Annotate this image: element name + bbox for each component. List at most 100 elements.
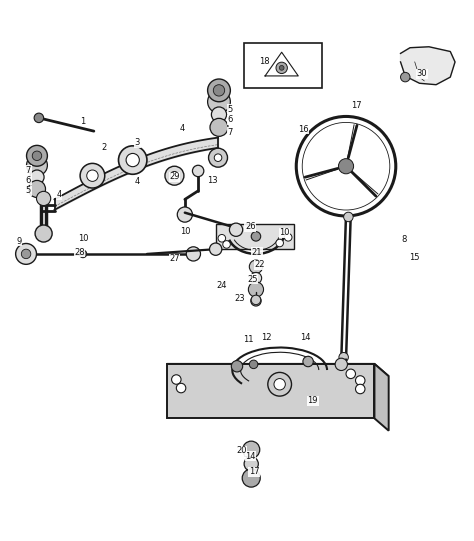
Circle shape xyxy=(344,212,353,222)
Text: 26: 26 xyxy=(245,222,255,232)
Polygon shape xyxy=(167,364,374,418)
Circle shape xyxy=(356,376,365,385)
Circle shape xyxy=(401,72,410,82)
Text: 1: 1 xyxy=(80,117,86,126)
Polygon shape xyxy=(216,224,294,249)
Circle shape xyxy=(79,250,87,258)
Text: 9: 9 xyxy=(16,236,22,246)
Circle shape xyxy=(186,247,201,261)
Text: 7: 7 xyxy=(26,166,31,175)
Circle shape xyxy=(251,295,261,306)
Circle shape xyxy=(170,171,179,180)
Text: 8: 8 xyxy=(401,235,407,244)
Circle shape xyxy=(209,148,228,167)
Text: 6: 6 xyxy=(26,176,31,185)
Circle shape xyxy=(248,282,264,297)
Text: 17: 17 xyxy=(351,101,362,110)
Text: 14: 14 xyxy=(300,333,310,342)
Circle shape xyxy=(251,232,261,241)
Text: 5: 5 xyxy=(228,105,233,114)
Circle shape xyxy=(218,234,226,242)
Text: 22: 22 xyxy=(255,260,265,269)
FancyBboxPatch shape xyxy=(244,43,322,88)
Circle shape xyxy=(87,170,98,181)
Text: 10: 10 xyxy=(180,227,190,236)
Circle shape xyxy=(250,273,262,284)
Circle shape xyxy=(176,384,186,393)
Circle shape xyxy=(231,360,243,372)
Circle shape xyxy=(211,107,227,122)
Circle shape xyxy=(251,295,261,305)
Text: 10: 10 xyxy=(279,228,290,237)
Circle shape xyxy=(192,165,204,177)
Text: 21: 21 xyxy=(252,248,262,257)
Text: 10: 10 xyxy=(78,234,88,243)
Circle shape xyxy=(16,243,36,265)
Circle shape xyxy=(208,79,230,102)
Text: 18: 18 xyxy=(259,57,270,67)
Text: 4: 4 xyxy=(135,177,140,186)
Circle shape xyxy=(27,155,47,176)
Circle shape xyxy=(244,457,258,471)
Text: 6: 6 xyxy=(228,115,233,124)
Text: 20: 20 xyxy=(237,446,247,455)
Circle shape xyxy=(27,146,47,166)
Text: 17: 17 xyxy=(249,467,259,477)
Circle shape xyxy=(223,241,230,248)
Text: 19: 19 xyxy=(308,397,318,405)
Text: 7: 7 xyxy=(228,128,233,136)
Circle shape xyxy=(177,207,192,222)
Text: 29: 29 xyxy=(169,172,180,181)
Circle shape xyxy=(346,369,356,379)
Circle shape xyxy=(276,239,283,247)
Text: 4: 4 xyxy=(180,124,185,133)
Circle shape xyxy=(118,146,147,174)
Circle shape xyxy=(339,353,348,362)
Circle shape xyxy=(34,113,44,123)
Text: 15: 15 xyxy=(410,253,420,262)
Circle shape xyxy=(243,441,260,458)
Polygon shape xyxy=(167,364,389,376)
Circle shape xyxy=(274,379,285,390)
Circle shape xyxy=(165,166,184,185)
Text: 4: 4 xyxy=(56,190,62,199)
Circle shape xyxy=(249,360,258,368)
Text: 28: 28 xyxy=(74,248,85,257)
Circle shape xyxy=(338,159,354,174)
Text: 27: 27 xyxy=(169,254,180,263)
Text: 13: 13 xyxy=(207,176,218,185)
Circle shape xyxy=(35,225,52,242)
Circle shape xyxy=(249,260,263,273)
Text: 5: 5 xyxy=(26,186,31,195)
Text: 23: 23 xyxy=(234,294,245,304)
Circle shape xyxy=(214,154,222,161)
Circle shape xyxy=(284,234,292,241)
Circle shape xyxy=(36,192,51,206)
Circle shape xyxy=(126,154,139,167)
Text: 14: 14 xyxy=(245,452,255,461)
Circle shape xyxy=(229,223,243,236)
Circle shape xyxy=(172,375,181,384)
Circle shape xyxy=(30,170,44,184)
Circle shape xyxy=(279,65,284,70)
Circle shape xyxy=(213,85,225,96)
Circle shape xyxy=(356,384,365,394)
Text: 3: 3 xyxy=(135,138,140,147)
Circle shape xyxy=(242,469,260,487)
Text: 2: 2 xyxy=(101,143,107,152)
Text: 12: 12 xyxy=(261,333,272,342)
Circle shape xyxy=(303,357,313,367)
Circle shape xyxy=(28,181,46,197)
Text: 30: 30 xyxy=(417,69,427,78)
Circle shape xyxy=(208,90,230,113)
Circle shape xyxy=(268,372,292,396)
Circle shape xyxy=(276,62,287,74)
Text: 16: 16 xyxy=(298,125,309,134)
Text: 24: 24 xyxy=(217,281,227,290)
Text: 25: 25 xyxy=(247,274,257,283)
Polygon shape xyxy=(401,47,455,85)
Circle shape xyxy=(210,243,222,255)
Circle shape xyxy=(32,151,42,161)
Circle shape xyxy=(80,163,105,188)
Polygon shape xyxy=(374,364,389,431)
